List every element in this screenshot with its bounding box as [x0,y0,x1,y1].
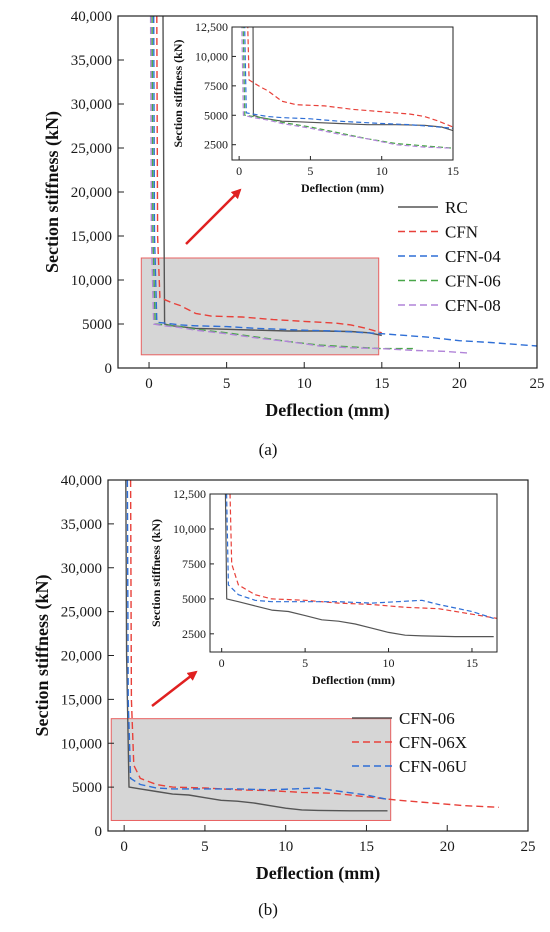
y-tick-label: 40,000 [71,9,112,25]
inset-x-tick-label: 15 [447,164,459,178]
x-tick-label: 10 [297,376,312,392]
y-tick-label: 15,000 [61,692,102,708]
chart-b: 0 5 10 15 20 25 0 5000 10,000 15,000 20,000 25,000 3… [32,473,536,919]
x-tick-label: 0 [145,376,153,392]
chart-a: 0 5 10 15 20 25 0 5000 10,000 15,000 20,000 25,000 3… [42,9,545,459]
inset-series-line [229,494,497,620]
series-line [149,16,468,354]
x-tick-label: 15 [359,839,374,855]
zoom-arrow [185,188,242,245]
inset-y-tick-label: 5000 [204,108,228,122]
inset-series-line [225,494,494,619]
y-tick-label: 35,000 [61,517,102,533]
inset-x-tick-label: 15 [466,656,478,670]
y-tick-label: 0 [95,824,103,840]
inset-y-tick-label: 2500 [204,138,228,152]
series-line [156,16,382,334]
legend-label: CFN-06 [445,272,501,291]
y-tick-label: 30,000 [61,561,102,577]
y-tick-label: 10,000 [71,273,112,289]
y-tick-label: 0 [105,361,113,377]
zoom-arrow [151,670,198,707]
inset-background [232,27,453,160]
legend-label: CFN-04 [445,247,501,266]
inset-series-line [244,27,453,129]
inset-background [210,494,497,652]
inset-plot-frame [231,26,454,161]
figure-caption: (a) [259,440,278,459]
x-tick-label: 25 [530,376,545,392]
inset-y-axis-title: Section stiffness (kN) [149,519,163,627]
y-tick-label: 5000 [72,780,102,796]
inset-x-axis-title: Deflection (mm) [312,673,395,687]
inset-series-line [242,27,453,149]
y-tick-label: 10,000 [61,736,102,752]
x-tick-label: 0 [120,839,128,855]
legend-label: CFN-08 [445,296,501,315]
inset-x-tick-label: 5 [302,656,308,670]
series-line [126,480,388,801]
inset-x-tick-label: 0 [219,656,225,670]
figure-caption: (b) [258,900,278,919]
y-tick-label: 15,000 [71,229,112,245]
x-tick-label: 10 [278,839,293,855]
series-line [125,480,388,812]
y-tick-label: 25,000 [61,605,102,621]
y-tick-label: 30,000 [71,97,112,113]
inset-y-tick-label: 7500 [204,79,228,93]
y-tick-label: 35,000 [71,53,112,69]
highlight-region [110,718,392,821]
y-axis-title: Section stiffness (kN) [32,575,53,737]
x-tick-label: 5 [201,839,209,855]
highlight-region [140,257,380,356]
series-line [153,16,537,347]
legend-label: CFN-06 [399,709,455,728]
inset-x-axis-title: Deflection (mm) [301,181,384,195]
inset-x-tick-label: 10 [376,164,388,178]
x-axis-title: Deflection (mm) [265,400,389,421]
inset-y-tick-label: 2500 [182,627,206,641]
legend-label: CFN-06X [399,733,467,752]
x-tick-label: 20 [440,839,455,855]
y-tick-label: 25,000 [71,141,112,157]
x-axis-title: Deflection (mm) [256,863,380,884]
y-tick-label: 40,000 [61,473,102,489]
inset-y-tick-label: 10,000 [195,49,228,63]
y-tick-label: 5000 [82,317,112,333]
y-tick-label: 20,000 [61,649,102,665]
legend-label: RC [445,198,468,217]
inset-series-line [224,494,494,638]
inset-series-line [252,27,453,132]
inset-series-line [247,27,453,128]
inset-x-tick-label: 0 [236,164,242,178]
x-tick-label: 5 [223,376,231,392]
inset-x-tick-label: 10 [383,656,395,670]
inset-plot-frame [209,493,498,653]
y-tick-label: 20,000 [71,185,112,201]
x-tick-label: 15 [374,376,389,392]
legend-label: CFN [445,223,478,242]
legend-label: CFN-06U [399,757,467,776]
inset-y-axis-title: Section stiffness (kN) [171,40,185,148]
x-tick-label: 25 [521,839,536,855]
series-line [129,480,499,808]
x-tick-label: 20 [452,376,467,392]
inset-x-tick-label: 5 [307,164,313,178]
inset-y-tick-label: 10,000 [173,522,206,536]
y-axis-title: Section stiffness (kN) [42,111,63,273]
inset-y-tick-label: 5000 [182,592,206,606]
inset-y-tick-label: 12,500 [173,487,206,501]
inset-y-tick-label: 7500 [182,557,206,571]
inset-y-tick-label: 12,500 [195,20,228,34]
